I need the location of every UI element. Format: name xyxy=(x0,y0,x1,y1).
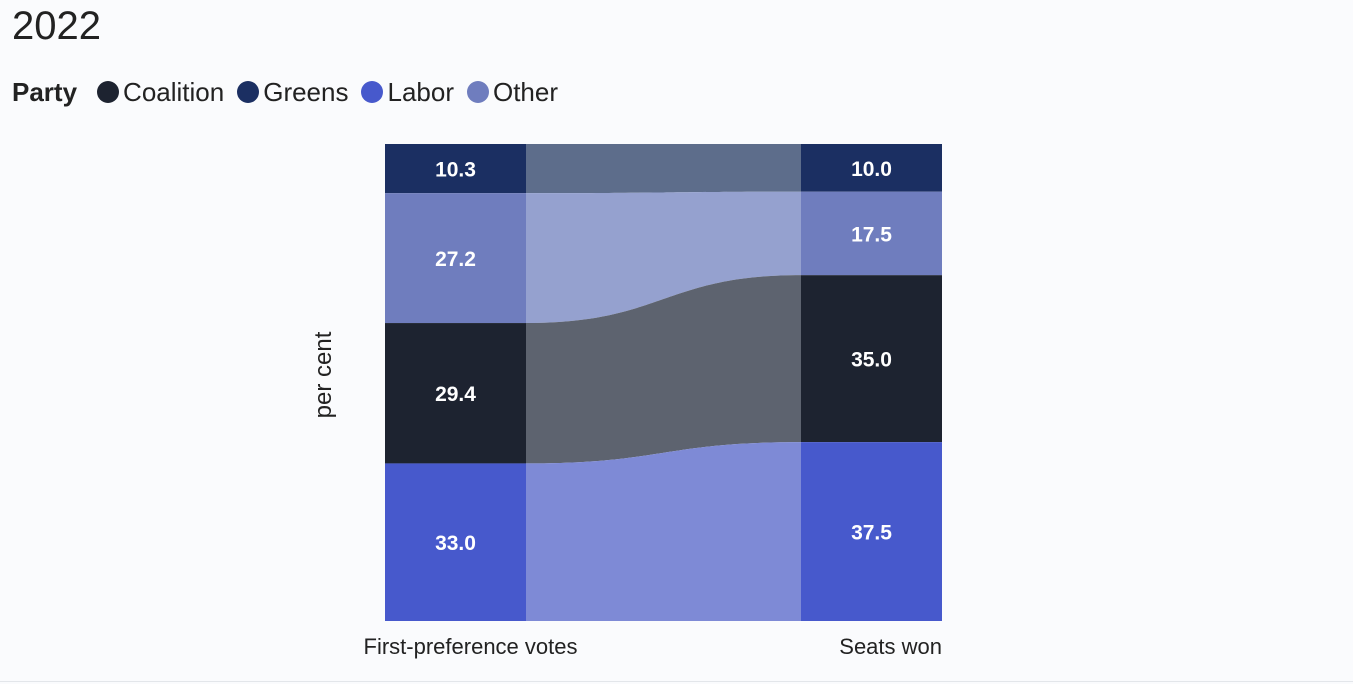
flow-greens[interactable] xyxy=(526,144,801,194)
legend-label-labor: Labor xyxy=(387,77,454,107)
label-layer: 10.3 27.2 29.4 33.0 10.0 17.5 35.0 37.5 First-pr… xyxy=(310,158,942,659)
y-axis-label: per cent xyxy=(310,331,337,418)
votes-bar-greens[interactable] xyxy=(385,144,526,194)
votes-value-other: 27.2 xyxy=(435,248,476,271)
chart-title: 2022 xyxy=(12,4,101,48)
legend-item-labor[interactable]: Labor xyxy=(361,76,454,108)
votes-bar-labor[interactable] xyxy=(385,463,526,621)
seats-bar-coalition[interactable] xyxy=(801,275,942,443)
column-label-seats: Seats won xyxy=(839,634,942,659)
flow-other[interactable] xyxy=(526,191,801,324)
flow-layer xyxy=(526,144,801,621)
votes-value-coalition: 29.4 xyxy=(435,383,476,406)
votes-bar-other[interactable] xyxy=(385,193,526,324)
bottom-divider xyxy=(0,681,1353,682)
legend-item-greens[interactable]: Greens xyxy=(237,76,348,108)
seats-value-other: 17.5 xyxy=(851,223,892,246)
votes-bar-coalition[interactable] xyxy=(385,323,526,464)
legend-swatch-labor xyxy=(361,81,384,103)
seats-bar-labor[interactable] xyxy=(801,442,942,621)
flow-labor[interactable] xyxy=(526,442,801,621)
votes-value-greens: 10.3 xyxy=(435,159,476,182)
seats-value-labor: 37.5 xyxy=(851,522,892,545)
seats-value-coalition: 35.0 xyxy=(851,349,892,372)
seats-value-greens: 10.0 xyxy=(851,158,892,181)
legend-label-greens: Greens xyxy=(263,77,349,107)
legend-label-coalition: Coalition xyxy=(123,77,225,107)
legend-item-coalition[interactable]: Coalition xyxy=(97,76,224,108)
seats-bar-greens[interactable] xyxy=(801,144,942,192)
column-label-votes: First-preference votes xyxy=(364,634,578,659)
legend-swatch-coalition xyxy=(97,81,120,103)
legend-swatch-other xyxy=(466,81,489,103)
legend-item-other[interactable]: Other xyxy=(466,76,559,108)
legend: Party Coalition Greens Labor Other xyxy=(12,76,571,108)
seats-bar-other[interactable] xyxy=(801,191,942,276)
legend-label-other: Other xyxy=(492,77,559,107)
flow-coalition[interactable] xyxy=(526,275,801,464)
legend-swatch-greens xyxy=(237,81,260,103)
legend-title: Party xyxy=(12,77,78,107)
votes-value-labor: 33.0 xyxy=(435,532,476,555)
bar-layer xyxy=(385,144,942,621)
